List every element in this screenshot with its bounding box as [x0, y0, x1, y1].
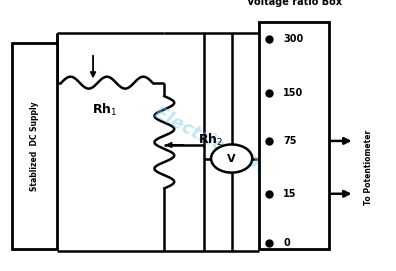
Text: To Potentiometer: To Potentiometer	[364, 130, 373, 205]
FancyBboxPatch shape	[259, 22, 329, 249]
Text: Rh$_1$: Rh$_1$	[92, 102, 118, 118]
Text: 150: 150	[283, 89, 303, 98]
Text: Rh$_2$: Rh$_2$	[198, 131, 223, 148]
Circle shape	[211, 144, 252, 173]
Text: 15: 15	[283, 189, 297, 199]
Text: V: V	[227, 154, 236, 163]
Text: Stablized  DC Supply: Stablized DC Supply	[30, 102, 39, 191]
Text: 0: 0	[283, 238, 290, 247]
Text: Electrical Deck: Electrical Deck	[151, 103, 292, 189]
FancyBboxPatch shape	[12, 43, 57, 249]
Text: 75: 75	[283, 136, 297, 146]
Text: 300: 300	[283, 34, 303, 44]
Text: Voltage ratio Box: Voltage ratio Box	[247, 0, 341, 7]
